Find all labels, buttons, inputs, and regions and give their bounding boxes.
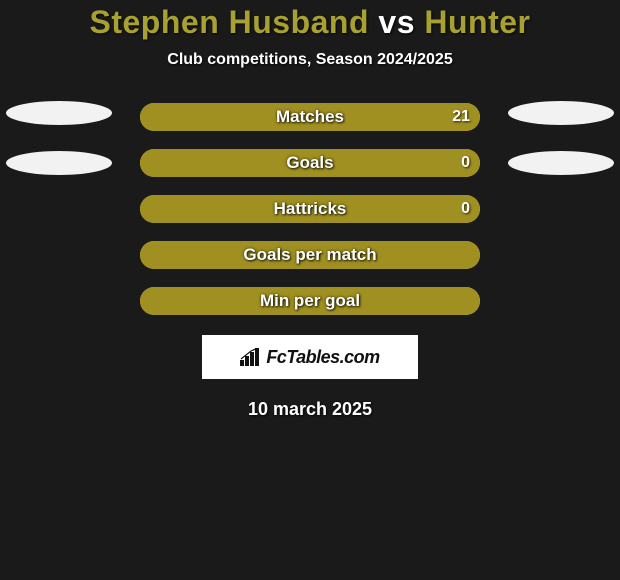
date-label: 10 march 2025 — [0, 399, 620, 420]
stat-value-right: 0 — [461, 195, 470, 223]
blob-left — [6, 151, 112, 175]
bars-icon — [240, 348, 262, 366]
stat-label: Matches — [140, 103, 480, 131]
stat-value-right: 21 — [452, 103, 470, 131]
logo-inner: FcTables.com — [240, 347, 379, 368]
logo-text: FcTables.com — [266, 347, 379, 368]
page-title: Stephen Husband vs Hunter — [0, 4, 620, 41]
bar-wrap: Goals per match — [140, 241, 480, 269]
bar-wrap: Min per goal — [140, 287, 480, 315]
stat-label: Min per goal — [140, 287, 480, 315]
stat-row: Min per goal — [0, 287, 620, 315]
stat-value-right: 0 — [461, 149, 470, 177]
blob-right — [508, 151, 614, 175]
subtitle: Club competitions, Season 2024/2025 — [0, 51, 620, 69]
stat-label: Hattricks — [140, 195, 480, 223]
comparison-widget: Stephen Husband vs Hunter Club competiti… — [0, 0, 620, 420]
player1-name: Stephen Husband — [90, 4, 370, 40]
stat-label: Goals per match — [140, 241, 480, 269]
stat-row: Hattricks0 — [0, 195, 620, 223]
logo-box[interactable]: FcTables.com — [202, 335, 418, 379]
stat-row: Goals0 — [0, 149, 620, 177]
bar-wrap: Hattricks0 — [140, 195, 480, 223]
stat-label: Goals — [140, 149, 480, 177]
bar-wrap: Goals0 — [140, 149, 480, 177]
blob-left — [6, 101, 112, 125]
stat-row: Goals per match — [0, 241, 620, 269]
stat-row: Matches21 — [0, 103, 620, 131]
stat-rows: Matches21Goals0Hattricks0Goals per match… — [0, 103, 620, 315]
vs-label: vs — [378, 4, 415, 40]
player2-name: Hunter — [424, 4, 530, 40]
blob-right — [508, 101, 614, 125]
bar-wrap: Matches21 — [140, 103, 480, 131]
